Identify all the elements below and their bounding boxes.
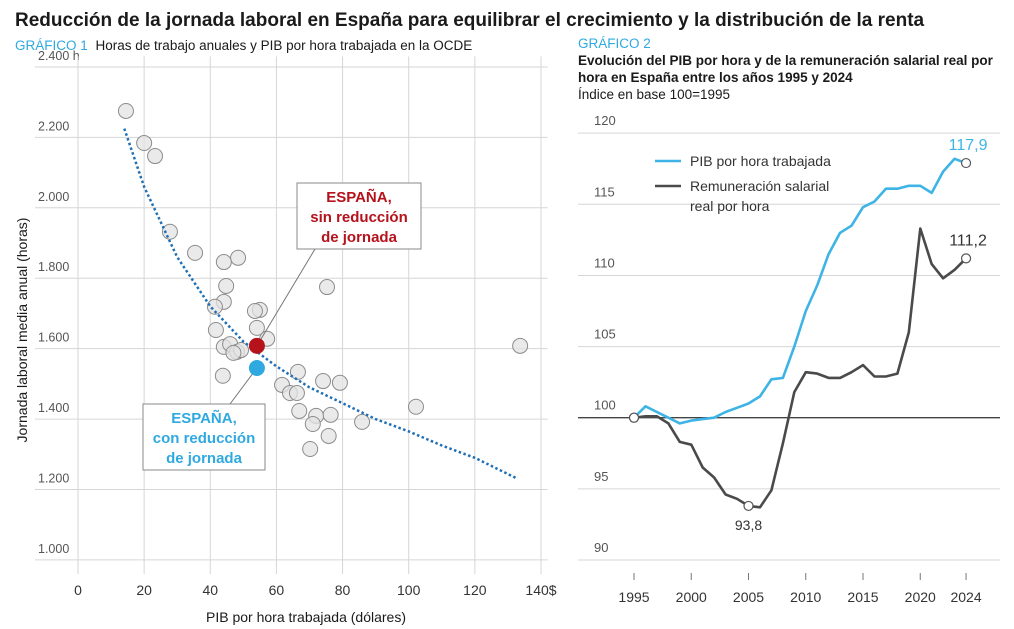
scatter-point — [215, 254, 232, 271]
x-tick-label: 20 — [136, 582, 152, 598]
scatter-point — [230, 249, 247, 266]
scatter-point — [407, 398, 424, 415]
series-line — [633, 227, 967, 509]
x-axis-label: PIB por hora trabajada (dólares) — [206, 609, 406, 625]
point-marker — [743, 500, 754, 512]
scatter-point — [315, 373, 332, 390]
annotation-text: de jornada — [166, 450, 243, 467]
scatter-point — [136, 135, 153, 152]
scatter-point — [304, 416, 321, 433]
value-label: 117,9 — [949, 137, 988, 154]
scatter-point — [331, 374, 348, 391]
highlight-point — [248, 360, 265, 377]
x-tick-label: 2005 — [733, 589, 764, 605]
scatter-point — [354, 413, 371, 430]
y-tick-label: 2.400 h — [38, 49, 80, 63]
point-marker — [960, 157, 972, 169]
scatter-point — [207, 321, 224, 338]
x-tick-label: 2020 — [905, 589, 936, 605]
annotation-text: sin reducción — [310, 209, 408, 226]
y-tick-label: 120 — [594, 113, 616, 128]
point-marker — [960, 253, 972, 264]
scatter-point — [291, 402, 308, 419]
x-tick-label: 100 — [397, 582, 421, 598]
chart-1-heading: GRÁFICO 1 Horas de trabajo anuales y PIB… — [15, 38, 472, 53]
annotation-text: con reducción — [153, 430, 256, 447]
x-tick-label: 80 — [335, 582, 351, 598]
scatter-point — [206, 298, 223, 315]
scatter-point — [319, 279, 336, 296]
y-tick-label: 100 — [594, 398, 616, 413]
y-tick-label: 95 — [594, 469, 608, 484]
scatter-point — [288, 385, 305, 402]
y-tick-label: 115 — [594, 184, 615, 199]
y-tick-label: 1.400 — [38, 401, 69, 415]
legend-label: PIB por hora trabajada — [690, 153, 831, 169]
leader-line — [256, 248, 316, 347]
legend-label: Remuneración salarial real por hora — [690, 178, 830, 214]
x-tick-label: 0 — [74, 582, 82, 598]
x-tick-label: 1995 — [618, 589, 649, 605]
chart-2-subtitle: Índice en base 100=1995 — [578, 87, 730, 102]
scatter-point — [246, 302, 263, 319]
page-title: Reducción de la jornada laboral en Españ… — [15, 10, 925, 31]
y-tick-label: 105 — [594, 327, 616, 342]
y-tick-label: 1.200 — [38, 471, 69, 485]
annotation-text: ESPAÑA, — [326, 188, 392, 206]
y-tick-label: 110 — [594, 255, 615, 270]
y-tick-label: 1.800 — [38, 260, 69, 274]
scatter-point — [302, 441, 319, 458]
chart-1-title: Horas de trabajo anuales y PIB por hora … — [96, 38, 473, 53]
scatter-point — [320, 427, 337, 444]
x-tick-label: 60 — [269, 582, 285, 598]
y-tick-label: 90 — [594, 540, 608, 555]
series-line — [633, 157, 967, 425]
annotation-text: de jornada — [321, 229, 398, 246]
x-tick-label: 2000 — [676, 589, 707, 605]
scatter-point — [225, 344, 242, 361]
y-tick-label: 1.600 — [38, 331, 69, 345]
scatter-point — [147, 148, 164, 165]
chart-2-label: GRÁFICO 2 — [578, 36, 651, 51]
point-marker — [628, 412, 640, 423]
scatter-point — [117, 102, 134, 119]
scatter-point — [248, 319, 265, 336]
y-tick-label: 2.000 — [38, 190, 69, 204]
y-tick-label: 1.000 — [38, 542, 69, 556]
trend-line — [123, 128, 519, 481]
x-tick-label: 120 — [463, 582, 487, 598]
x-tick-label: 2024 — [950, 589, 981, 605]
scatter-point — [214, 367, 231, 384]
x-tick-label: 2015 — [847, 589, 878, 605]
annotation-box — [142, 403, 266, 471]
chart-1-label: GRÁFICO 1 — [15, 38, 88, 53]
x-tick-label: 40 — [202, 582, 218, 598]
scatter-point — [187, 244, 204, 261]
annotation-box — [296, 182, 422, 250]
chart-2-title: Evolución del PIB por hora y de la remun… — [578, 53, 993, 85]
value-label: 111,2 — [949, 232, 987, 249]
x-tick-label: 2010 — [790, 589, 821, 605]
scatter-point — [512, 337, 529, 354]
scatter-point — [289, 363, 306, 380]
scatter-point — [322, 406, 339, 423]
annotation-text: ESPAÑA, — [171, 409, 237, 427]
scatter-point — [161, 223, 178, 240]
scatter-point — [218, 277, 235, 294]
y-axis-label: Jornada laboral media anual (horas) — [14, 218, 30, 443]
y-tick-label: 2.200 — [38, 119, 69, 133]
x-tick-label: 140$ — [525, 582, 556, 598]
highlight-point — [248, 337, 265, 354]
value-label: 93,8 — [735, 517, 762, 533]
